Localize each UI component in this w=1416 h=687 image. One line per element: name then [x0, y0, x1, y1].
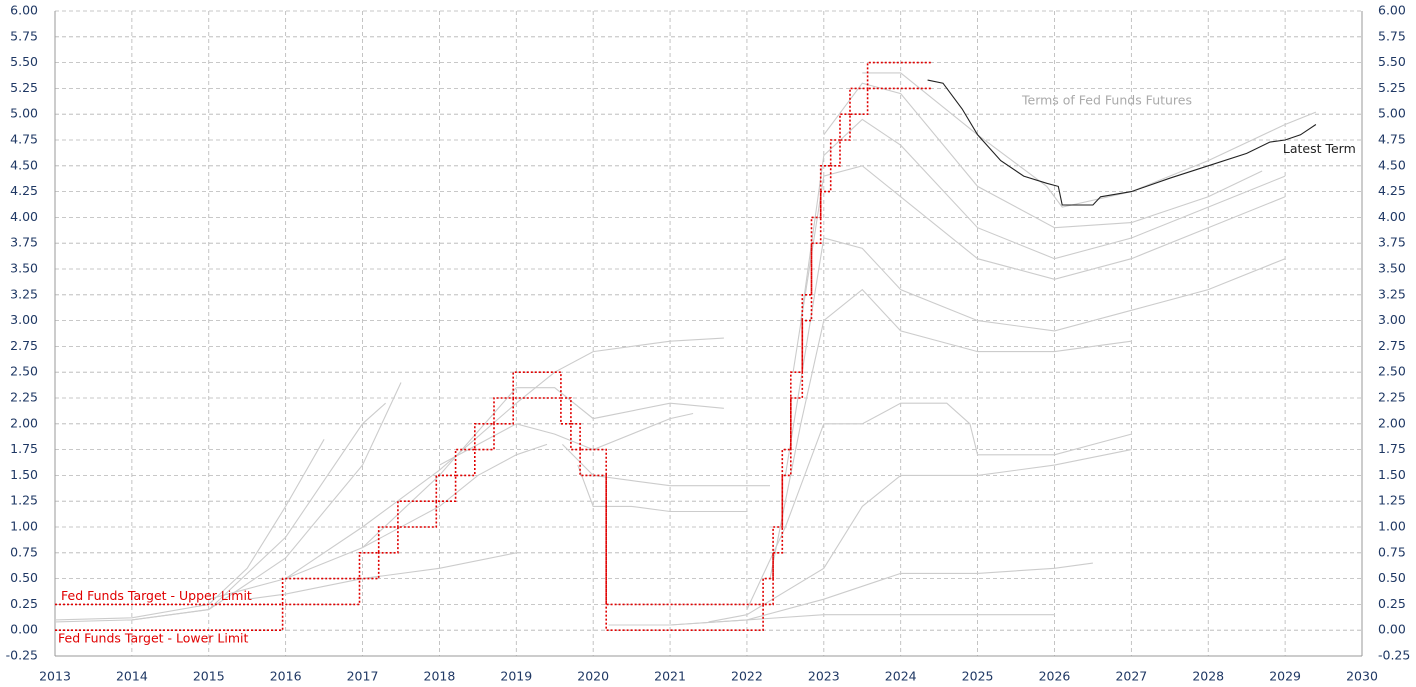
- y-tick-label: 3.00: [10, 312, 38, 327]
- y-tick-label-right: 5.50: [1378, 54, 1406, 69]
- y-tick-label: 0.25: [10, 596, 38, 611]
- y-tick-label-right: 1.75: [1378, 441, 1406, 456]
- series-line: [927, 79, 1317, 206]
- futures-curve: [562, 444, 770, 487]
- futures-curve: [608, 614, 1055, 626]
- y-tick-label: 3.25: [10, 286, 38, 301]
- series-line: [55, 87, 932, 631]
- y-tick-label-right: 1.00: [1378, 519, 1406, 534]
- y-tick-label-right: 4.25: [1378, 183, 1406, 198]
- y-tick-label: 2.50: [10, 364, 38, 379]
- y-tick-label-right: 0.25: [1378, 596, 1406, 611]
- y-tick-label-right: 3.00: [1378, 312, 1406, 327]
- y-tick-label-right: 1.25: [1378, 493, 1406, 508]
- y-tick-label-right: 2.25: [1378, 390, 1406, 405]
- futures-curve: [54, 439, 325, 621]
- x-tick-label: 2029: [1269, 669, 1301, 684]
- y-tick-label-right: 5.25: [1378, 80, 1406, 95]
- futures-curve: [746, 402, 1132, 610]
- x-tick-label: 2024: [885, 669, 917, 684]
- y-tick-label: 3.75: [10, 235, 38, 250]
- x-tick-label: 2018: [424, 669, 456, 684]
- y-tick-label-right: 3.25: [1378, 286, 1406, 301]
- futures-curve: [862, 72, 1317, 208]
- y-tick-label-right: 0.75: [1378, 544, 1406, 559]
- futures-curve: [247, 552, 517, 600]
- futures-curve: [708, 449, 1132, 623]
- y-tick-label: 4.25: [10, 183, 38, 198]
- x-tick-label: 2021: [654, 669, 686, 684]
- futures-curve: [784, 237, 1286, 476]
- y-tick-label-right: 0.50: [1378, 570, 1406, 585]
- y-tick-label: 4.50: [10, 157, 38, 172]
- y-tick-label: 0.75: [10, 544, 38, 559]
- x-tick-label: 2027: [1115, 669, 1147, 684]
- y-tick-label-right: -0.25: [1378, 648, 1410, 663]
- series-label: Fed Funds Target - Upper Limit: [61, 588, 252, 603]
- y-tick-label-right: 5.00: [1378, 106, 1406, 121]
- y-tick-label-right: 1.50: [1378, 467, 1406, 482]
- x-tick-label: 2014: [116, 669, 148, 684]
- x-tick-label: 2013: [39, 669, 71, 684]
- series-label: Latest Term: [1283, 141, 1356, 156]
- y-tick-label: 1.75: [10, 441, 38, 456]
- x-tick-label: 2017: [347, 669, 379, 684]
- y-tick-label: 2.75: [10, 338, 38, 353]
- x-tick-label: 2026: [1039, 669, 1071, 684]
- y-tick-label: 0.00: [10, 622, 38, 637]
- y-tick-label: 2.00: [10, 415, 38, 430]
- futures-curve: [823, 82, 1263, 229]
- futures-curve: [792, 165, 1286, 373]
- y-tick-label-right: 2.75: [1378, 338, 1406, 353]
- y-tick-label: 5.75: [10, 28, 38, 43]
- y-tick-label: 5.00: [10, 106, 38, 121]
- x-tick-label: 2015: [193, 669, 225, 684]
- x-tick-label: 2019: [500, 669, 532, 684]
- y-tick-label: 3.50: [10, 261, 38, 276]
- y-tick-label: 4.00: [10, 209, 38, 224]
- y-tick-label: 1.25: [10, 493, 38, 508]
- futures-curve: [577, 464, 747, 513]
- x-tick-label: 2030: [1346, 669, 1378, 684]
- y-tick-label: 1.00: [10, 519, 38, 534]
- x-tick-label: 2016: [270, 669, 302, 684]
- y-tick-label-right: 4.00: [1378, 209, 1406, 224]
- futures-curve: [769, 288, 1132, 579]
- y-tick-label-right: 3.75: [1378, 235, 1406, 250]
- futures-curve: [439, 412, 694, 466]
- x-tick-label: 2028: [1192, 669, 1224, 684]
- x-tick-label: 2025: [962, 669, 994, 684]
- y-tick-label-right: 4.50: [1378, 157, 1406, 172]
- x-tick-label: 2022: [731, 669, 763, 684]
- futures-curve: [800, 118, 1286, 321]
- futures-curve: [670, 562, 1093, 626]
- x-tick-label: 2020: [577, 669, 609, 684]
- y-tick-label-right: 3.50: [1378, 261, 1406, 276]
- annotation: Terms of Fed Funds Futures: [1021, 93, 1192, 108]
- y-tick-label: 2.25: [10, 390, 38, 405]
- y-tick-label-right: 0.00: [1378, 622, 1406, 637]
- y-tick-label: 5.50: [10, 54, 38, 69]
- y-tick-label-right: 2.00: [1378, 415, 1406, 430]
- y-tick-label: 6.00: [10, 3, 38, 18]
- y-tick-label: 5.25: [10, 80, 38, 95]
- y-tick-label-right: 2.50: [1378, 364, 1406, 379]
- y-tick-label-right: 4.75: [1378, 132, 1406, 147]
- y-tick-label-right: 5.75: [1378, 28, 1406, 43]
- y-tick-label: 1.50: [10, 467, 38, 482]
- series-line: [55, 61, 932, 606]
- y-tick-label: 4.75: [10, 132, 38, 147]
- futures-curve: [54, 402, 386, 623]
- x-tick-label: 2023: [808, 669, 840, 684]
- y-tick-label: -0.25: [6, 648, 38, 663]
- y-tick-label-right: 6.00: [1378, 3, 1406, 18]
- futures-curve: [131, 382, 402, 621]
- series-label: Fed Funds Target - Lower Limit: [58, 631, 249, 646]
- y-tick-label: 0.50: [10, 570, 38, 585]
